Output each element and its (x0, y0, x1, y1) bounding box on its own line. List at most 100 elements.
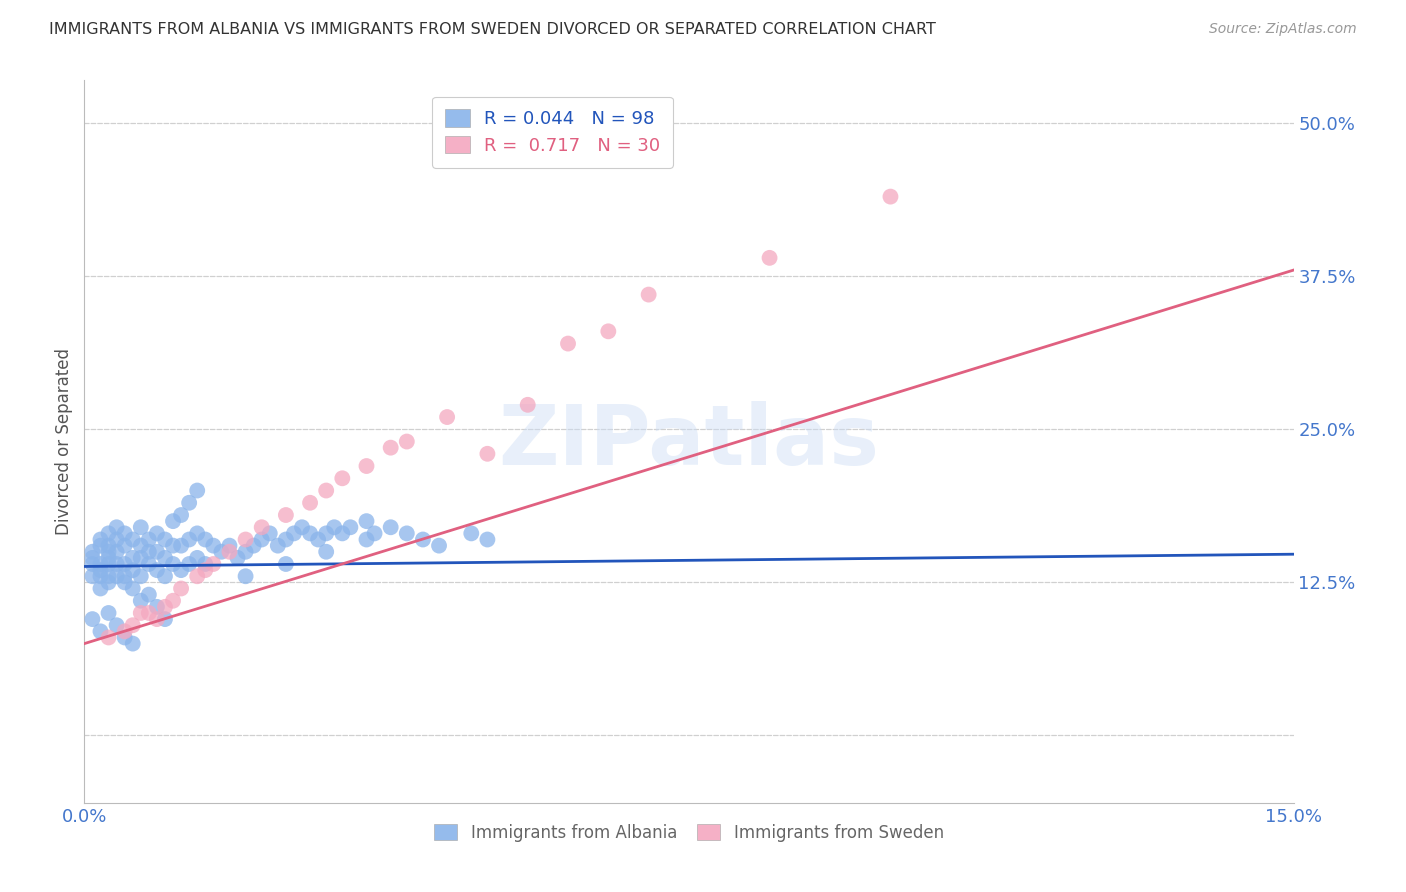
Point (330, 471, 353, 485)
Point (82, 545, 104, 559)
Text: IMMIGRANTS FROM ALBANIA VS IMMIGRANTS FROM SWEDEN DIVORCED OR SEPARATED CORRELAT: IMMIGRANTS FROM ALBANIA VS IMMIGRANTS FR… (49, 22, 936, 37)
Point (323, 520, 346, 534)
Point (170, 582, 193, 596)
Point (315, 483, 337, 498)
Point (97, 631, 120, 645)
Point (598, 324, 620, 338)
Point (138, 557, 160, 571)
Point (89, 569, 111, 583)
Point (186, 569, 208, 583)
Point (162, 514, 184, 528)
Point (299, 526, 322, 541)
Point (395, 526, 418, 541)
Text: Source: ZipAtlas.com: Source: ZipAtlas.com (1209, 22, 1357, 37)
Point (194, 557, 217, 571)
Point (114, 624, 136, 639)
Point (250, 520, 273, 534)
Point (153, 612, 176, 626)
Point (146, 612, 169, 626)
Point (114, 539, 136, 553)
Point (97, 557, 120, 571)
Point (153, 599, 176, 614)
Point (114, 557, 136, 571)
Point (121, 550, 143, 565)
Point (114, 569, 136, 583)
Point (129, 539, 152, 553)
Point (89, 563, 111, 577)
Point (82, 612, 104, 626)
Point (186, 483, 208, 498)
Point (274, 557, 297, 571)
Point (129, 593, 152, 607)
Point (105, 520, 128, 534)
Point (395, 434, 418, 449)
Point (138, 533, 160, 547)
Point (637, 287, 659, 301)
Point (138, 606, 160, 620)
Point (97, 606, 120, 620)
Point (267, 539, 290, 553)
Point (242, 539, 264, 553)
Point (146, 599, 169, 614)
Point (250, 533, 273, 547)
Point (121, 533, 143, 547)
Point (89, 539, 111, 553)
Point (162, 557, 184, 571)
Point (758, 251, 780, 265)
Point (291, 520, 314, 534)
Point (226, 550, 249, 565)
Point (121, 637, 143, 651)
Point (179, 557, 201, 571)
Point (97, 550, 120, 565)
Point (202, 557, 225, 571)
Point (114, 526, 136, 541)
Point (194, 533, 217, 547)
Point (380, 520, 402, 534)
Point (114, 631, 136, 645)
Point (82, 557, 104, 571)
Point (339, 520, 361, 534)
Point (105, 618, 128, 632)
Point (105, 557, 128, 571)
Point (121, 618, 143, 632)
Point (299, 496, 322, 510)
Point (97, 575, 120, 590)
Point (121, 563, 143, 577)
Point (170, 539, 193, 553)
Point (162, 539, 184, 553)
Point (274, 533, 297, 547)
Y-axis label: Divorced or Separated: Divorced or Separated (55, 348, 73, 535)
Point (89, 624, 111, 639)
Point (363, 526, 385, 541)
Point (235, 545, 257, 559)
Point (274, 508, 297, 522)
Point (114, 575, 136, 590)
Point (477, 447, 499, 461)
Point (218, 545, 240, 559)
Point (89, 533, 111, 547)
Point (879, 189, 901, 203)
Point (153, 569, 176, 583)
Point (82, 569, 104, 583)
Point (97, 545, 120, 559)
Point (170, 563, 193, 577)
Point (356, 533, 378, 547)
Point (121, 582, 143, 596)
Point (235, 569, 257, 583)
Point (460, 526, 482, 541)
Point (82, 550, 104, 565)
Point (105, 569, 128, 583)
Point (283, 526, 305, 541)
Point (129, 606, 152, 620)
Point (315, 545, 337, 559)
Point (129, 569, 152, 583)
Point (412, 533, 434, 547)
Legend: Immigrants from Albania, Immigrants from Sweden: Immigrants from Albania, Immigrants from… (427, 817, 950, 848)
Point (179, 496, 201, 510)
Point (129, 520, 152, 534)
Point (89, 557, 111, 571)
Point (179, 533, 201, 547)
Point (162, 593, 184, 607)
Point (138, 545, 160, 559)
Point (146, 563, 169, 577)
